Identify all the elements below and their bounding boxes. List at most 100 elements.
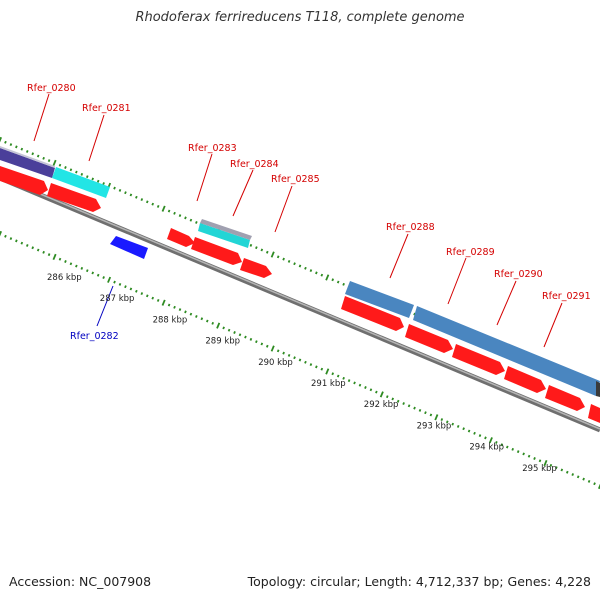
- gc-lower-tick: [331, 372, 335, 376]
- gene-arrow-rfer-0288[interactable]: [341, 296, 404, 331]
- gc-lower-tick: [113, 280, 116, 284]
- gc-lower-tick: [25, 243, 29, 247]
- gc-lower-tick: [96, 273, 100, 277]
- feature-steel-1[interactable]: [345, 281, 414, 318]
- gc-lower-tick: [75, 264, 78, 268]
- gc-lower-tick: [473, 431, 476, 435]
- gene-arrow-rfer-0285[interactable]: [240, 258, 272, 278]
- gc-upper-tick: [161, 205, 166, 212]
- gc-lower-tick: [495, 441, 498, 444]
- gc-lower-tick: [538, 459, 542, 463]
- gene-labels: Rfer_0280 Rfer_0281 Rfer_0282 Rfer_0283 …: [27, 83, 591, 342]
- gc-upper-tick: [129, 193, 133, 197]
- feature-cyan-2[interactable]: [198, 223, 250, 248]
- gene-label-rfer-0281[interactable]: Rfer_0281: [82, 103, 131, 114]
- gc-lower-tick: [424, 411, 427, 415]
- gc-upper-tick: [342, 282, 345, 286]
- gc-lower-tick: [325, 368, 330, 375]
- gene-arrow-rfer-0291a[interactable]: [504, 366, 546, 393]
- feature-purple[interactable]: [0, 148, 55, 178]
- gene-label-rfer-0290[interactable]: Rfer_0290: [494, 269, 543, 280]
- feature-steel-2[interactable]: [413, 306, 600, 396]
- accession-label: Accession:: [9, 574, 76, 589]
- gc-upper-tick: [118, 188, 122, 192]
- gc-upper-tick: [9, 143, 13, 147]
- gene-arrow-rfer-0289[interactable]: [405, 324, 453, 353]
- gc-upper-tick: [282, 257, 285, 261]
- gc-lower-tick: [488, 437, 493, 444]
- gc-upper-tick: [47, 159, 51, 163]
- gc-lower-tick: [161, 299, 166, 306]
- gc-lower-tick: [167, 303, 171, 307]
- gc-lower-tick: [369, 388, 373, 392]
- accession-value: NC_007908: [79, 574, 152, 589]
- gc-upper-tick: [0, 136, 2, 144]
- gc-lower-tick: [342, 376, 345, 380]
- gc-upper-tick: [270, 251, 275, 258]
- scale-label-293: 293 kbp: [417, 421, 452, 431]
- gene-label-rfer-0288[interactable]: Rfer_0288: [386, 222, 435, 233]
- gene-label-rfer-0285[interactable]: Rfer_0285: [271, 174, 320, 185]
- gc-lower-tick: [500, 443, 504, 447]
- gene-label-rfer-0282[interactable]: Rfer_0282: [70, 331, 119, 342]
- gene-arrow-rfer-0282[interactable]: [110, 236, 148, 259]
- gene-label-rfer-0291[interactable]: Rfer_0291: [542, 291, 591, 302]
- gc-lower-tick: [516, 450, 520, 454]
- gc-lower-tick: [265, 344, 269, 348]
- gene-label-rfer-0289[interactable]: Rfer_0289: [446, 247, 495, 258]
- gc-upper-tick: [4, 140, 7, 144]
- scale-label-294: 294 kbp: [469, 443, 504, 453]
- gene-label-rfer-0280[interactable]: Rfer_0280: [27, 83, 76, 94]
- gc-lower-tick: [287, 353, 291, 357]
- gc-upper-tick: [173, 211, 176, 215]
- gc-lower-tick: [15, 239, 18, 243]
- gc-lower-tick: [385, 395, 389, 399]
- reverse-genes: [110, 236, 148, 259]
- gc-lower-tick: [555, 466, 558, 470]
- gc-upper-tick: [124, 191, 127, 195]
- map-title: Rhodoferax ferrireducens T118, complete …: [135, 10, 465, 25]
- feature-gray-2: [200, 219, 252, 240]
- gene-arrow-rfer-0291b[interactable]: [545, 385, 585, 411]
- gc-lower-tick: [375, 390, 378, 394]
- gene-arrow-rfer-0283[interactable]: [167, 228, 195, 247]
- gene-arrow-next[interactable]: [588, 404, 600, 423]
- gc-lower-tick: [293, 356, 296, 360]
- gc-lower-tick: [195, 315, 198, 318]
- gc-lower-tick: [20, 241, 24, 245]
- gc-lower-tick: [391, 397, 395, 401]
- gc-upper-tick: [151, 202, 155, 206]
- gene-arrow-rfer-0281[interactable]: [47, 183, 101, 212]
- gene-label-rfer-0283[interactable]: Rfer_0283: [188, 143, 237, 154]
- gc-lower-tick: [184, 310, 187, 314]
- gc-upper-tick: [315, 271, 318, 275]
- gc-lower-tick: [145, 294, 149, 298]
- gc-lower-tick: [511, 447, 515, 451]
- gene-arrow-rfer-0284[interactable]: [191, 237, 242, 265]
- gc-upper-tick: [249, 243, 253, 247]
- gc-upper-tick: [15, 145, 18, 149]
- gc-lower-tick: [576, 475, 580, 479]
- gc-lower-tick: [102, 276, 105, 279]
- gc-lower-tick: [582, 477, 585, 481]
- gc-lower-tick: [571, 473, 575, 477]
- gc-lower-tick: [233, 331, 236, 334]
- gc-lower-tick: [522, 452, 525, 456]
- scale-label-286: 286 kbp: [47, 273, 82, 283]
- feature-cyan-1[interactable]: [52, 167, 110, 198]
- gc-upper-tick: [167, 209, 171, 213]
- gc-upper-tick: [325, 274, 330, 281]
- gc-lower-tick: [52, 253, 57, 261]
- gc-lower-tick: [216, 322, 221, 329]
- gc-lower-tick: [276, 349, 280, 353]
- gc-lower-tick: [4, 234, 7, 238]
- gc-upper-tick: [80, 172, 84, 176]
- gene-leaders: [33, 93, 563, 348]
- gene-label-rfer-0284[interactable]: Rfer_0284: [230, 159, 279, 170]
- gc-lower-tick: [402, 402, 405, 405]
- gc-lower-tick: [451, 422, 455, 426]
- gene-arrow-rfer-0280[interactable]: [0, 166, 48, 195]
- gene-arrow-rfer-0290[interactable]: [452, 344, 505, 375]
- gc-upper-tick: [42, 156, 45, 160]
